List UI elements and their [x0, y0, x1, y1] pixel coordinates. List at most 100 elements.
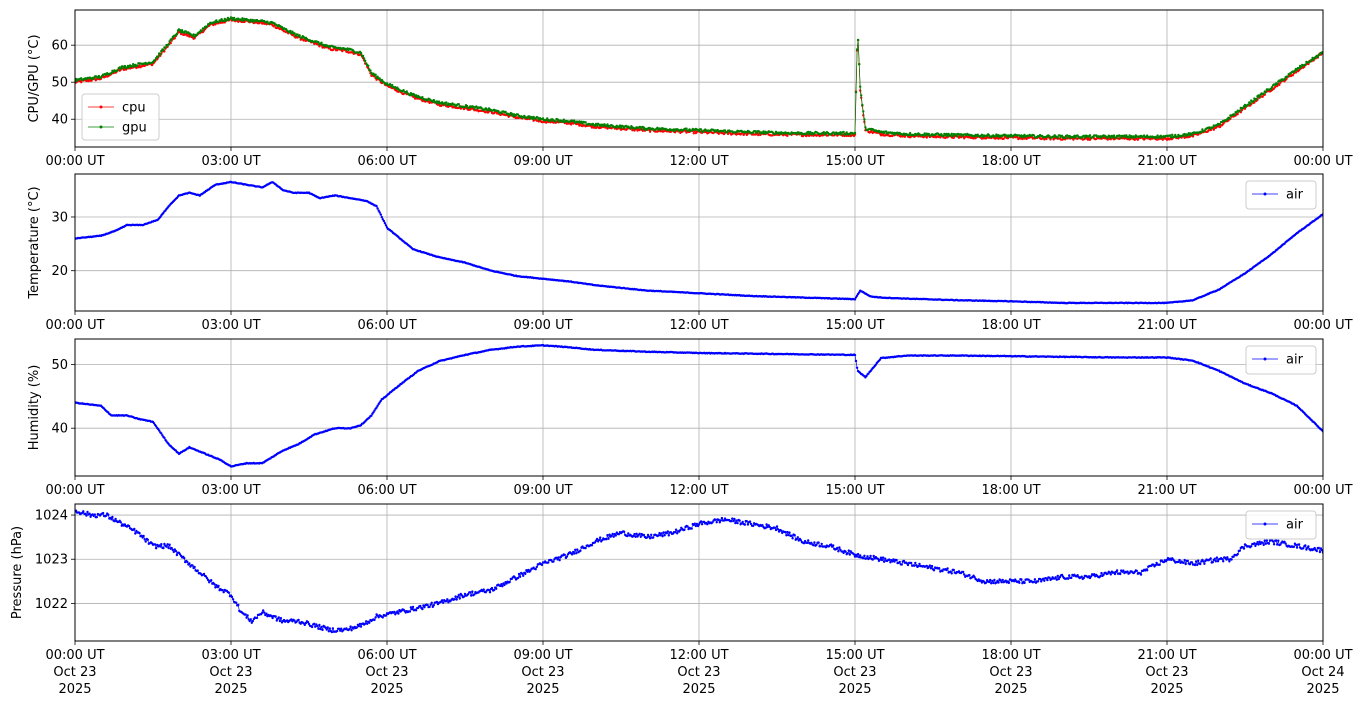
data-point: [1049, 138, 1052, 141]
data-point: [376, 207, 379, 210]
data-point: [486, 109, 490, 112]
data-point: [864, 126, 867, 129]
data-point: [85, 514, 88, 517]
data-point: [111, 515, 114, 519]
data-point: [1066, 134, 1069, 137]
data-point: [80, 77, 83, 80]
data-point: [1083, 136, 1087, 139]
data-point: [362, 57, 366, 60]
data-point: [1270, 86, 1274, 89]
data-point: [169, 41, 172, 45]
data-point: [1233, 113, 1236, 117]
data-point: [1241, 106, 1245, 110]
data-point: [1073, 134, 1076, 137]
data-point: [859, 85, 862, 88]
data-point: [573, 119, 576, 122]
data-point: [854, 359, 858, 363]
data-point: [153, 59, 157, 62]
data-point: [369, 69, 372, 72]
data-point: [414, 94, 418, 97]
data-point: [119, 67, 123, 70]
data-point: [241, 17, 244, 20]
data-point: [656, 126, 659, 129]
x-tick-label: 06:00 UT: [357, 154, 416, 169]
legend-marker-cpu: [99, 105, 103, 109]
data-point: [372, 72, 375, 75]
data-point: [75, 509, 78, 512]
data-point: [561, 120, 564, 124]
data-point: [867, 372, 870, 375]
data-point: [230, 16, 234, 20]
data-point: [320, 41, 323, 44]
data-point: [127, 66, 131, 69]
data-point: [95, 515, 99, 519]
y-axis-label: Humidity (%): [27, 365, 42, 451]
data-point: [382, 219, 386, 223]
data-point: [298, 34, 301, 37]
data-point: [1286, 75, 1289, 78]
data-point: [997, 137, 1000, 140]
data-point: [408, 93, 412, 97]
data-point: [1228, 117, 1231, 120]
data-point: [807, 130, 810, 134]
data-point: [1293, 69, 1297, 72]
data-point: [954, 133, 958, 136]
data-point: [1159, 134, 1163, 137]
data-point: [375, 205, 378, 208]
data-point: [1294, 71, 1298, 74]
x-tick-label: 09:00 UT: [513, 154, 572, 169]
data-point: [940, 133, 943, 136]
data-point: [1291, 74, 1295, 77]
data-point: [105, 514, 108, 517]
data-point: [160, 432, 163, 435]
data-point: [508, 114, 511, 117]
data-point: [379, 213, 382, 216]
data-point: [1136, 138, 1140, 141]
data-point: [180, 29, 184, 32]
data-point: [855, 48, 859, 51]
data-point: [439, 104, 443, 108]
data-point: [159, 53, 162, 56]
x-tick-label: 00:00 UT: [45, 483, 104, 498]
data-point: [173, 37, 176, 40]
data-point: [808, 134, 811, 137]
plot-area: [75, 16, 1323, 141]
data-point: [84, 512, 87, 515]
data-point: [136, 64, 139, 68]
data-point: [580, 120, 583, 123]
data-point: [1261, 95, 1264, 99]
data-point: [639, 125, 642, 129]
data-point: [1243, 107, 1247, 110]
data-point: [778, 132, 782, 136]
data-point: [110, 518, 113, 521]
data-point: [1043, 138, 1046, 141]
series-points-gpu: [75, 16, 1323, 140]
data-point: [1133, 138, 1137, 141]
x-tick-label: 09:00 UT: [513, 483, 572, 498]
data-point: [757, 133, 760, 137]
data-point: [648, 130, 652, 133]
x-tick-label: 15:00 UT: [825, 154, 884, 169]
legend-marker-air: [1263, 357, 1267, 361]
data-point: [361, 54, 365, 58]
data-point: [376, 404, 379, 407]
data-point: [473, 107, 476, 111]
data-point: [1016, 135, 1019, 139]
data-point: [318, 45, 321, 48]
y-axis-label: Temperature (°C): [27, 186, 42, 299]
data-point: [1112, 134, 1116, 137]
data-point: [528, 115, 531, 118]
data-point: [178, 29, 182, 32]
data-point: [317, 41, 320, 44]
data-point: [1189, 132, 1193, 135]
data-point: [157, 55, 160, 58]
data-point: [116, 69, 119, 72]
data-point: [1176, 135, 1179, 139]
data-point: [860, 94, 863, 97]
data-point: [225, 19, 228, 22]
data-point: [1183, 132, 1186, 136]
data-point: [89, 515, 92, 518]
